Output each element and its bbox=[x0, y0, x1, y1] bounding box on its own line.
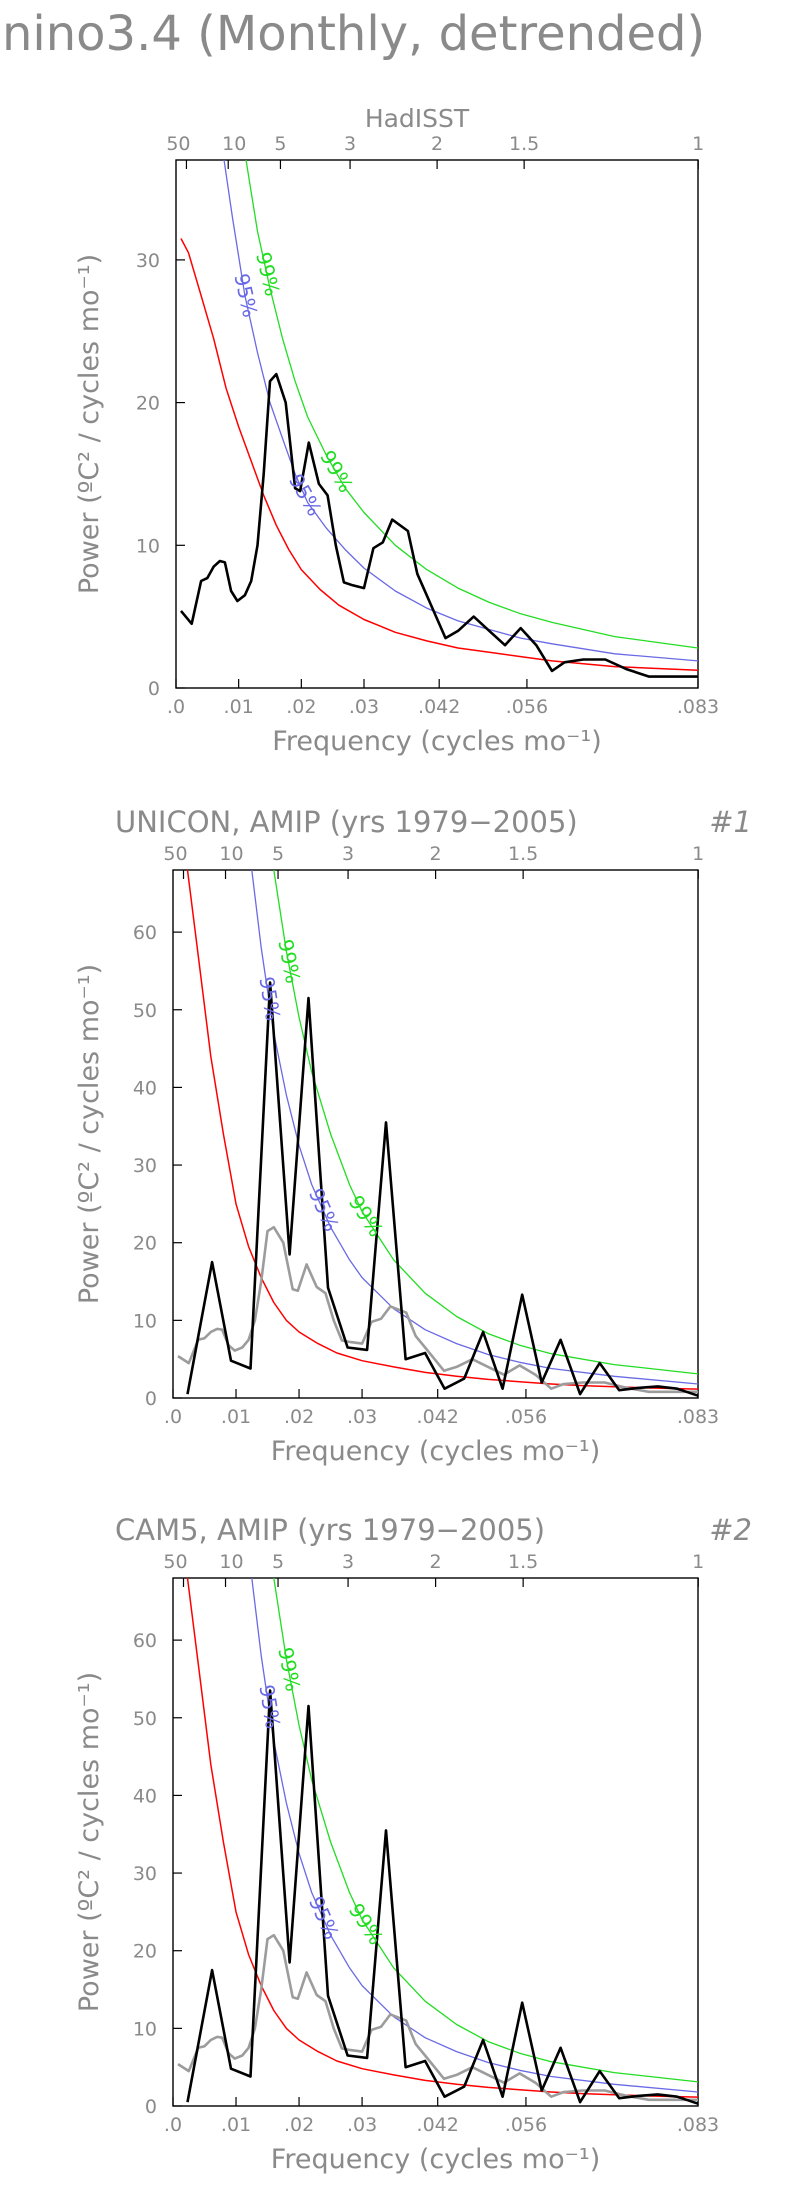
period-tick-label: 5 bbox=[274, 133, 286, 155]
conf-95-label: 95% bbox=[284, 470, 327, 521]
period-tick-label: 3 bbox=[344, 133, 356, 155]
y-tick-label: 60 bbox=[133, 1630, 157, 1652]
conf-99-label: 99% bbox=[344, 1191, 388, 1241]
x-tick-label: .02 bbox=[284, 2114, 314, 2136]
conf-95-label: 95% bbox=[304, 1185, 344, 1235]
plot-frame bbox=[175, 159, 699, 689]
x-tick-label: .02 bbox=[286, 696, 316, 718]
series-95-pct-line bbox=[251, 1578, 698, 2093]
panel-2: .0 .01 .02 .03 .042 .056 .083 0 10 20 30 40 50 60 50 10… bbox=[74, 805, 752, 1467]
y-tick-label: 20 bbox=[133, 1941, 157, 1963]
period-tick-label: 50 bbox=[163, 1551, 187, 1573]
y-tick-label: 20 bbox=[136, 393, 160, 415]
y-tick-label: 0 bbox=[148, 678, 160, 700]
y-tick-label: 0 bbox=[145, 1388, 157, 1410]
y-tick-label: 30 bbox=[136, 250, 160, 272]
period-tick-label: 3 bbox=[342, 1551, 354, 1573]
conf-99-label: 99% bbox=[344, 1899, 388, 1949]
x-tick-label: .042 bbox=[418, 696, 460, 718]
x-tick-label: .03 bbox=[347, 2114, 377, 2136]
x-tick-label: .01 bbox=[224, 696, 254, 718]
period-tick-label: 2 bbox=[430, 843, 442, 865]
period-tick-label: 2 bbox=[430, 1551, 442, 1573]
period-tick-label: 1.5 bbox=[508, 1551, 538, 1573]
y-tick-label: 40 bbox=[133, 1077, 157, 1099]
series-red-noise-line bbox=[186, 870, 698, 1390]
period-tick-label: 3 bbox=[342, 843, 354, 865]
x-tick-label: .056 bbox=[505, 2114, 547, 2136]
panel-tag: #2 bbox=[709, 1513, 752, 1547]
panel-title: HadISST bbox=[365, 104, 470, 133]
y-tick-label: 50 bbox=[133, 1000, 157, 1022]
x-tick-label: .01 bbox=[221, 2114, 251, 2136]
x-tick-label: .03 bbox=[349, 696, 379, 718]
x-tick-label: .056 bbox=[505, 1406, 547, 1428]
period-tick-label: 10 bbox=[219, 1551, 243, 1573]
x-tick-label: .0 bbox=[167, 696, 185, 718]
panel-3: .0 .01 .02 .03 .042 .056 .083 0 10 20 30 40 50 60 50 10… bbox=[74, 1513, 752, 2175]
period-tick-label: 5 bbox=[272, 1551, 284, 1573]
period-tick-label: 5 bbox=[272, 843, 284, 865]
panel-1: .0 .01 .02 .03 .042 .056 .083 0 10 20 30 50 10 5 3 2 1.5… bbox=[74, 104, 719, 757]
y-tick-label: 30 bbox=[133, 1863, 157, 1885]
y-tick-label: 10 bbox=[133, 2018, 157, 2040]
period-tick-label: 10 bbox=[222, 133, 246, 155]
x-axis-title: Frequency (cycles mo⁻¹) bbox=[271, 2144, 600, 2175]
series-observed-line bbox=[179, 372, 698, 678]
x-tick-label: .02 bbox=[284, 1406, 314, 1428]
y-tick-label: 0 bbox=[145, 2096, 157, 2118]
y-tick-label: 40 bbox=[133, 1785, 157, 1807]
x-tick-label: .01 bbox=[221, 1406, 251, 1428]
x-tick-label: .083 bbox=[677, 696, 719, 718]
x-tick-label: .083 bbox=[677, 2114, 719, 2136]
panel-tag: #1 bbox=[709, 805, 752, 839]
x-axis-title: Frequency (cycles mo⁻¹) bbox=[272, 726, 601, 757]
y-tick-label: 10 bbox=[136, 535, 160, 557]
y-tick-label: 50 bbox=[133, 1708, 157, 1730]
y-axis-title: Power (ºC² / cycles mo⁻¹) bbox=[74, 254, 105, 594]
series-red-noise-line bbox=[180, 238, 698, 671]
period-tick-label: 1 bbox=[692, 133, 704, 155]
x-tick-label: .042 bbox=[417, 1406, 459, 1428]
conf-95-label: 95% bbox=[254, 1683, 285, 1731]
figure-title: nino3.4 (Monthly, detrended) bbox=[2, 6, 705, 62]
x-tick-label: .03 bbox=[347, 1406, 377, 1428]
series-99-pct-line bbox=[273, 870, 698, 1375]
y-tick-label: 30 bbox=[133, 1155, 157, 1177]
x-tick-label: .0 bbox=[164, 2114, 182, 2136]
x-tick-label: .042 bbox=[417, 2114, 459, 2136]
y-tick-label: 10 bbox=[133, 1310, 157, 1332]
y-axis-title: Power (ºC² / cycles mo⁻¹) bbox=[74, 964, 105, 1304]
panel-title: CAM5, AMIP (yrs 1979−2005) bbox=[115, 1513, 545, 1547]
series-observed-line bbox=[186, 1689, 698, 2105]
period-tick-label: 1.5 bbox=[509, 133, 539, 155]
period-tick-label: 2 bbox=[431, 133, 443, 155]
conf-95-label: 95% bbox=[304, 1893, 344, 1943]
x-tick-label: .0 bbox=[164, 1406, 182, 1428]
series-99-pct-line bbox=[273, 1578, 698, 2083]
series-observed-line bbox=[186, 981, 698, 1397]
series-99-pct-line bbox=[245, 160, 698, 649]
x-tick-label: .056 bbox=[506, 696, 548, 718]
x-axis-title: Frequency (cycles mo⁻¹) bbox=[271, 1436, 600, 1467]
period-tick-label: 1 bbox=[692, 1551, 704, 1573]
y-tick-label: 60 bbox=[133, 922, 157, 944]
series-95-pct-line bbox=[251, 870, 698, 1385]
y-axis-title: Power (ºC² / cycles mo⁻¹) bbox=[74, 1672, 105, 2012]
y-tick-label: 20 bbox=[133, 1233, 157, 1255]
series-red-noise-line bbox=[186, 1578, 698, 2098]
period-tick-label: 1 bbox=[692, 843, 704, 865]
panel-title: UNICON, AMIP (yrs 1979−2005) bbox=[115, 805, 578, 839]
conf-95-label: 95% bbox=[254, 975, 285, 1023]
period-tick-label: 1.5 bbox=[508, 843, 538, 865]
x-tick-label: .083 bbox=[677, 1406, 719, 1428]
period-tick-label: 50 bbox=[166, 133, 190, 155]
period-tick-label: 50 bbox=[163, 843, 187, 865]
period-tick-label: 10 bbox=[219, 843, 243, 865]
series-95-pct-line bbox=[223, 160, 698, 662]
